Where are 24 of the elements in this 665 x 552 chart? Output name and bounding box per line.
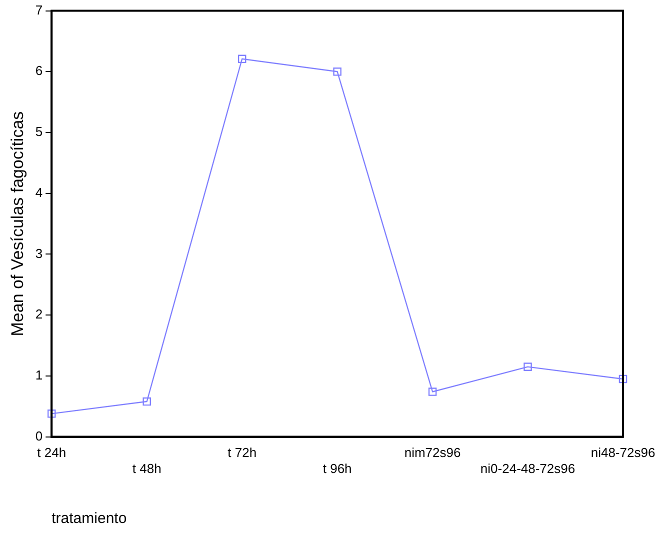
y-tick-label: 3 xyxy=(35,246,43,261)
x-axis-title: tratamiento xyxy=(52,510,127,528)
x-tick-label: t 48h xyxy=(132,460,162,476)
y-tick-label: 4 xyxy=(35,184,43,200)
x-tick-label: ni48-72s96 xyxy=(590,445,656,460)
x-tick-label: t 72h xyxy=(228,445,257,460)
x-tick-label: ni0-24-48-72s96 xyxy=(480,460,576,476)
point xyxy=(333,68,342,76)
point xyxy=(618,374,628,384)
y-tick-label: 6 xyxy=(35,63,43,78)
y-tick-label: 2 xyxy=(35,306,43,322)
y-tick-label: 5 xyxy=(35,124,43,140)
x-tick-label: nim72s96 xyxy=(404,445,461,460)
point xyxy=(428,388,437,396)
y-tick-label: 7 xyxy=(35,2,43,18)
point xyxy=(142,397,151,406)
x-tick-label: t 96h xyxy=(322,460,352,476)
x-tick-label: t 24h xyxy=(37,445,66,460)
y-axis-title: Mean of Vesículas fagocíticas xyxy=(8,111,27,336)
y-tick-label: 1 xyxy=(35,368,43,383)
point xyxy=(47,410,56,418)
point xyxy=(524,362,532,371)
y-tick-label: 0 xyxy=(35,428,43,444)
point xyxy=(238,54,246,64)
